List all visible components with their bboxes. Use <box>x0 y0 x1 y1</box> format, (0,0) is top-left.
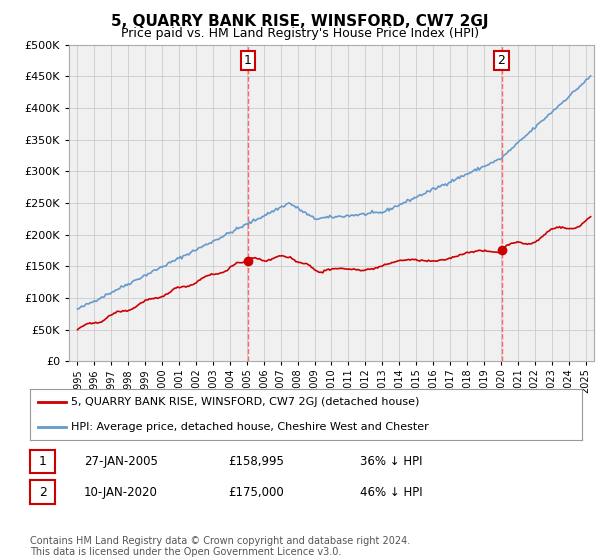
Text: £158,995: £158,995 <box>228 455 284 468</box>
Text: 46% ↓ HPI: 46% ↓ HPI <box>360 486 422 499</box>
Text: Contains HM Land Registry data © Crown copyright and database right 2024.
This d: Contains HM Land Registry data © Crown c… <box>30 535 410 557</box>
Text: 5, QUARRY BANK RISE, WINSFORD, CW7 2GJ: 5, QUARRY BANK RISE, WINSFORD, CW7 2GJ <box>111 14 489 29</box>
Text: 5, QUARRY BANK RISE, WINSFORD, CW7 2GJ (detached house): 5, QUARRY BANK RISE, WINSFORD, CW7 2GJ (… <box>71 397 420 407</box>
Text: 27-JAN-2005: 27-JAN-2005 <box>84 455 158 468</box>
Text: 2: 2 <box>38 486 47 499</box>
Text: Price paid vs. HM Land Registry's House Price Index (HPI): Price paid vs. HM Land Registry's House … <box>121 27 479 40</box>
Text: £175,000: £175,000 <box>228 486 284 499</box>
Text: 36% ↓ HPI: 36% ↓ HPI <box>360 455 422 468</box>
Text: 2: 2 <box>497 54 505 67</box>
Text: 1: 1 <box>244 54 252 67</box>
Text: 1: 1 <box>38 455 47 468</box>
Text: HPI: Average price, detached house, Cheshire West and Chester: HPI: Average price, detached house, Ches… <box>71 422 429 432</box>
Text: 10-JAN-2020: 10-JAN-2020 <box>84 486 158 499</box>
